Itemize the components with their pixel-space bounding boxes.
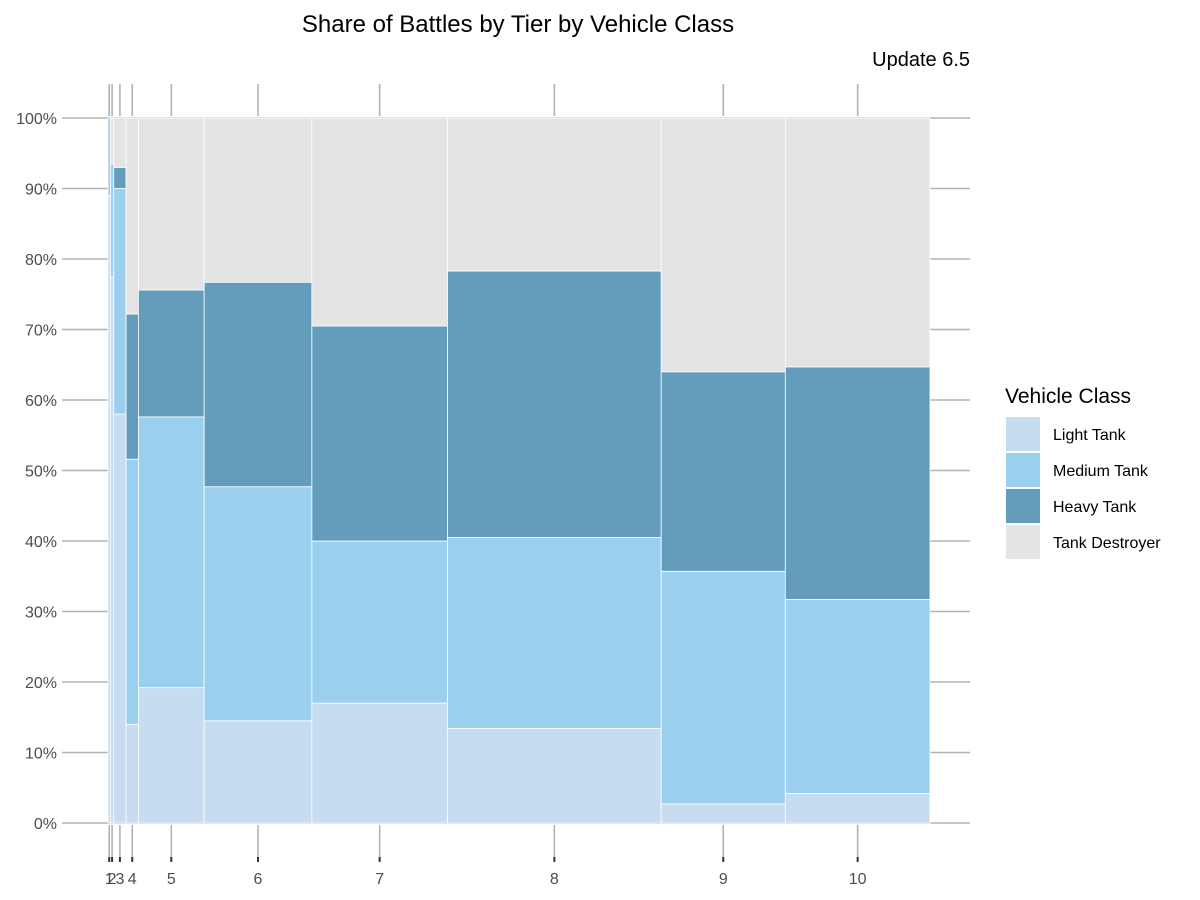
legend-label-light-tank: Light Tank <box>1053 427 1127 444</box>
segment-medium-tank-tier-2 <box>110 163 115 278</box>
segment-tank-destroyer-tier-4 <box>125 117 139 315</box>
x-tick-label: 6 <box>254 871 263 888</box>
x-tick-label: 1 <box>105 871 114 888</box>
segment-heavy-tank-tier-6 <box>203 281 313 488</box>
y-tick-label: 0% <box>34 816 57 833</box>
y-tick-label: 100% <box>16 111 57 128</box>
segment-tank-destroyer-tier-7 <box>311 117 448 327</box>
segment-light-tank-tier-10 <box>784 792 931 824</box>
segment-medium-tank-tier-10 <box>784 599 931 794</box>
y-tick-label: 50% <box>25 464 57 481</box>
segment-medium-tank-tier-6 <box>203 486 313 722</box>
segment-heavy-tank-tier-10 <box>784 366 931 600</box>
segment-heavy-tank-tier-5 <box>138 289 205 418</box>
segment-heavy-tank-tier-9 <box>660 371 786 572</box>
segment-light-tank-tier-2 <box>110 276 115 824</box>
x-tick-label: 4 <box>128 871 137 888</box>
segment-heavy-tank-tier-4 <box>125 313 139 460</box>
segment-tank-destroyer-tier-10 <box>784 117 931 368</box>
segment-heavy-tank-tier-7 <box>311 325 448 542</box>
y-tick-label: 20% <box>25 675 57 692</box>
y-tick-label: 30% <box>25 605 57 622</box>
x-tick-label: 8 <box>550 871 559 888</box>
y-tick-label: 80% <box>25 252 57 269</box>
bars-layer <box>107 117 931 824</box>
segment-light-tank-tier-4 <box>125 723 139 824</box>
segment-tank-destroyer-tier-5 <box>138 117 205 291</box>
legend-label-medium-tank: Medium Tank <box>1053 463 1149 480</box>
segment-tank-destroyer-tier-3 <box>113 117 127 168</box>
segment-tank-destroyer-tier-8 <box>447 117 662 272</box>
y-tick-label: 60% <box>25 393 57 410</box>
x-tick-label: 10 <box>849 871 867 888</box>
legend-title: Vehicle Class <box>1005 385 1131 408</box>
segment-light-tank-tier-3 <box>113 413 127 824</box>
segment-tank-destroyer-tier-2 <box>110 117 115 165</box>
y-tick-label: 10% <box>25 746 57 763</box>
segment-heavy-tank-tier-3 <box>113 166 127 189</box>
segment-medium-tank-tier-9 <box>660 570 786 805</box>
segment-medium-tank-tier-7 <box>311 540 448 704</box>
x-tick-label: 5 <box>167 871 176 888</box>
chart-subtitle: Update 6.5 <box>872 49 970 71</box>
segment-tank-destroyer-tier-6 <box>203 117 313 283</box>
x-tick-label: 3 <box>115 871 124 888</box>
segment-light-tank-tier-9 <box>660 803 786 824</box>
segment-medium-tank-tier-4 <box>125 458 139 725</box>
segment-medium-tank-tier-8 <box>447 537 662 729</box>
legend-label-heavy-tank: Heavy Tank <box>1053 499 1137 516</box>
y-tick-label: 40% <box>25 534 57 551</box>
segment-heavy-tank-tier-8 <box>447 270 662 538</box>
legend-key-heavy-tank <box>1006 489 1040 523</box>
y-tick-label: 90% <box>25 182 57 199</box>
legend: Vehicle Class Light Tank Medium Tank Heavy… <box>1005 385 1161 559</box>
segment-light-tank-tier-5 <box>138 687 205 824</box>
legend-key-tank-destroyer <box>1006 525 1040 559</box>
segment-light-tank-tier-6 <box>203 720 313 824</box>
chart-title: Share of Battles by Tier by Vehicle Clas… <box>302 11 734 38</box>
x-tick-label: 2 <box>108 871 117 888</box>
segment-medium-tank-tier-5 <box>138 416 205 689</box>
segment-medium-tank-tier-3 <box>113 188 127 415</box>
legend-key-light-tank <box>1006 417 1040 451</box>
segment-tank-destroyer-tier-9 <box>660 117 786 373</box>
x-tick-label: 7 <box>375 871 384 888</box>
y-tick-label: 70% <box>25 323 57 340</box>
legend-label-tank-destroyer: Tank Destroyer <box>1053 535 1161 552</box>
segment-light-tank-tier-7 <box>311 702 448 824</box>
legend-key-medium-tank <box>1006 453 1040 487</box>
x-tick-label: 9 <box>719 871 728 888</box>
segment-light-tank-tier-8 <box>447 728 662 824</box>
